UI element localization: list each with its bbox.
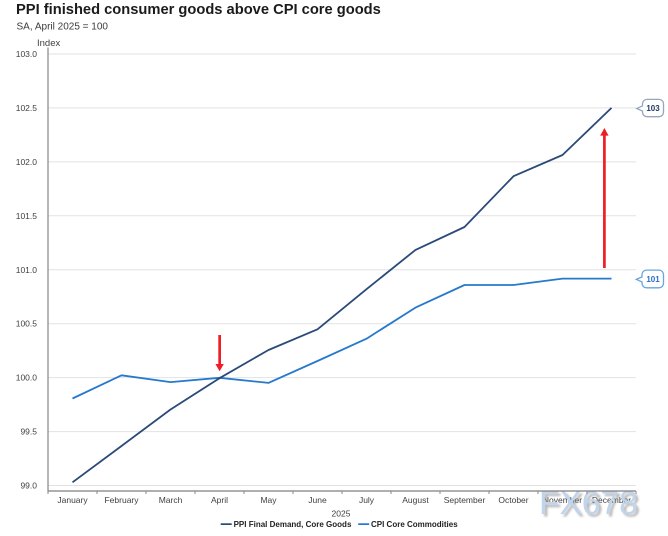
svg-text:101.0: 101.0 (16, 265, 38, 275)
svg-text:102.0: 102.0 (16, 157, 38, 167)
svg-text:100.5: 100.5 (16, 319, 38, 329)
svg-text:PPI finished consumer goods ab: PPI finished consumer goods above CPI co… (16, 2, 381, 18)
svg-text:PPI Final Demand, Core Goods: PPI Final Demand, Core Goods (234, 520, 352, 529)
svg-text:December: December (592, 495, 631, 505)
svg-text:103.0: 103.0 (16, 49, 38, 59)
svg-text:May: May (260, 495, 277, 505)
svg-text:CPI Core Commodities: CPI Core Commodities (371, 520, 458, 529)
svg-text:March: March (159, 495, 183, 505)
svg-text:103: 103 (646, 104, 660, 113)
svg-text:August: August (402, 495, 429, 505)
svg-text:November: November (543, 495, 582, 505)
svg-text:100.0: 100.0 (16, 373, 38, 383)
svg-text:99.5: 99.5 (20, 427, 37, 437)
svg-text:July: July (359, 495, 375, 505)
svg-text:June: June (308, 495, 327, 505)
svg-text:February: February (104, 495, 139, 505)
svg-text:101.5: 101.5 (16, 211, 38, 221)
svg-text:101: 101 (646, 275, 660, 284)
svg-text:99.0: 99.0 (20, 481, 37, 491)
svg-text:April: April (211, 495, 228, 505)
svg-text:October: October (498, 495, 528, 505)
svg-text:September: September (444, 495, 486, 505)
svg-text:Index: Index (37, 38, 60, 49)
svg-text:2025: 2025 (332, 509, 351, 519)
svg-text:SA, April 2025 = 100: SA, April 2025 = 100 (17, 22, 109, 33)
svg-text:FX678: FX678 (542, 487, 641, 524)
svg-text:January: January (57, 495, 88, 505)
svg-text:102.5: 102.5 (16, 103, 38, 113)
